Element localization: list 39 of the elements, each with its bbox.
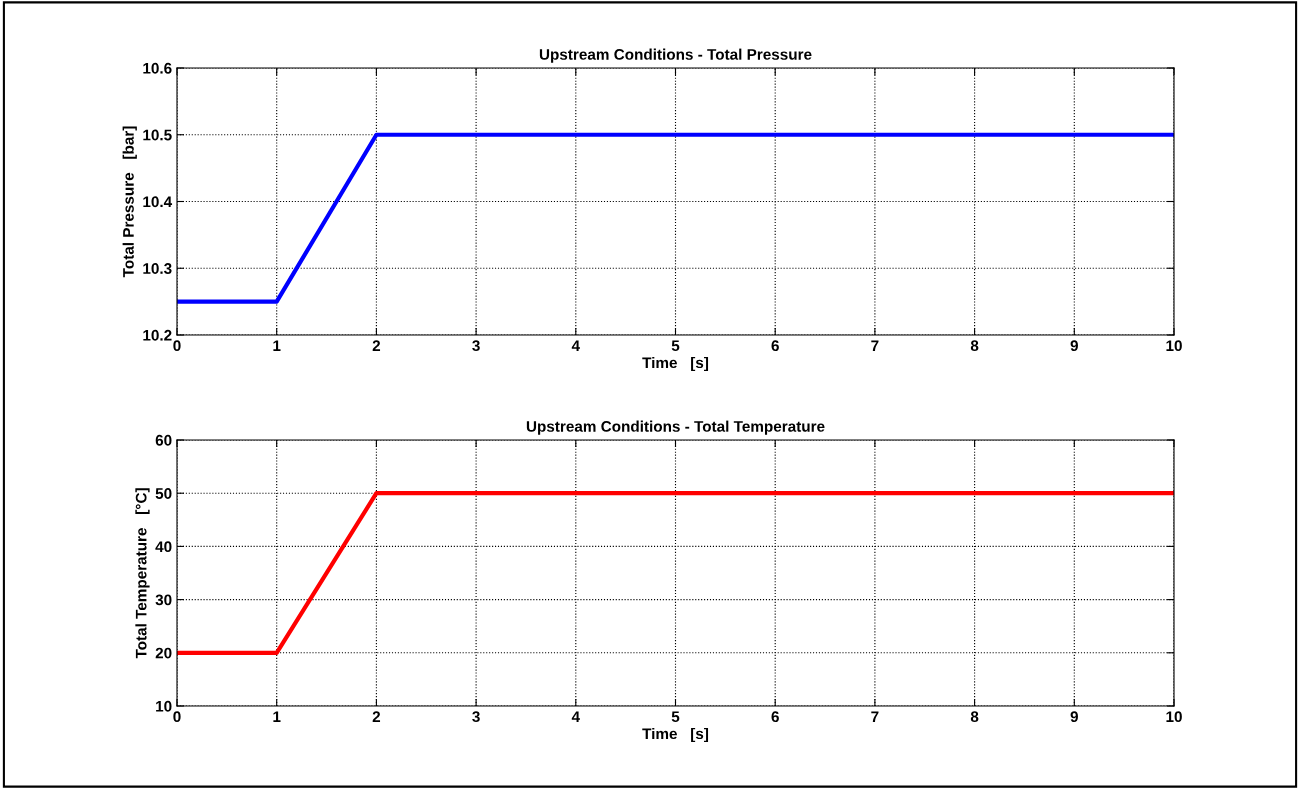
x-tick-label: 1 xyxy=(273,340,281,351)
y-tick-label: 10.3 xyxy=(143,263,172,274)
y-tick-label: 60 xyxy=(155,434,172,446)
y-tick-label: 50 xyxy=(155,488,172,499)
x-tick-label: 5 xyxy=(671,340,680,352)
x-tick-label: 0 xyxy=(173,340,181,352)
x-tick-label: 3 xyxy=(472,711,480,723)
y-tick-label: 30 xyxy=(155,594,172,606)
y-tick-label: 10.2 xyxy=(143,329,172,341)
y-tick-label: 40 xyxy=(155,541,172,553)
x-tick-label: 10 xyxy=(1166,340,1182,352)
x-tick-label: 4 xyxy=(571,711,580,722)
x-tick-label: 5 xyxy=(671,711,680,723)
x-tick-label: 9 xyxy=(1070,340,1078,352)
x-tick-label: 6 xyxy=(771,340,779,352)
x-tick-label: 7 xyxy=(871,340,879,351)
y-axis-title: Total Temperature [°C] xyxy=(135,488,150,659)
chart-title: Upstream Conditions - Total Temperature xyxy=(526,420,825,435)
x-tick-label: 7 xyxy=(871,711,879,722)
x-tick-label: 2 xyxy=(372,711,381,722)
x-tick-label: 10 xyxy=(1166,711,1182,723)
y-tick-label: 10 xyxy=(156,700,172,712)
y-tick-label: 20 xyxy=(155,647,172,659)
x-axis-title: Time [s] xyxy=(642,356,709,372)
x-tick-label: 3 xyxy=(472,340,480,352)
x-tick-label: 8 xyxy=(970,711,979,723)
y-tick-label: 10.5 xyxy=(143,129,172,141)
x-tick-label: 9 xyxy=(1070,711,1078,723)
y-tick-label: 10.4 xyxy=(143,196,173,208)
y-axis-title: Total Pressure [bar] xyxy=(122,126,137,278)
x-tick-label: 1 xyxy=(273,711,281,722)
x-tick-label: 2 xyxy=(372,340,381,351)
x-tick-label: 6 xyxy=(771,711,779,723)
x-tick-label: 4 xyxy=(571,340,580,351)
x-tick-label: 8 xyxy=(970,340,979,352)
y-tick-label: 10.6 xyxy=(143,62,172,74)
x-axis-title: Time [s] xyxy=(642,727,709,743)
chart-title: Upstream Conditions - Total Pressure xyxy=(539,48,812,63)
x-tick-label: 0 xyxy=(173,711,181,723)
